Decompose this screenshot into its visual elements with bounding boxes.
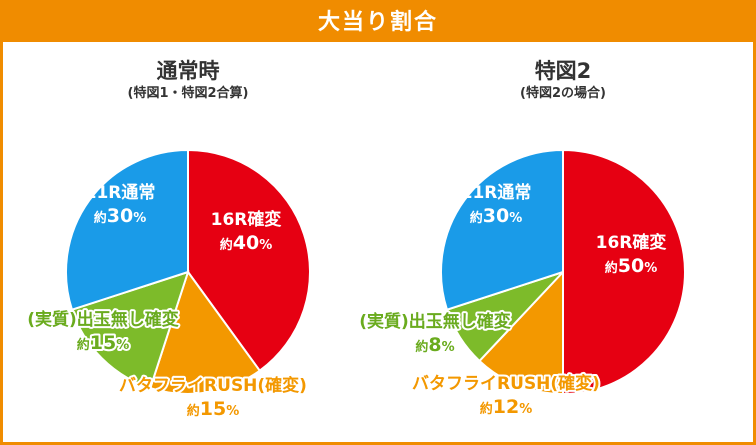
header-title: 大当り割合 xyxy=(3,3,753,42)
pie-title: 特図2 xyxy=(535,59,592,83)
slice-value: 約15% xyxy=(77,332,130,354)
slice-label: 11R通常 xyxy=(461,182,532,203)
slice-label: 16R確変 xyxy=(211,209,282,230)
pie-slice xyxy=(187,148,311,373)
pie-slice xyxy=(562,148,686,396)
slice-label: (実質)出玉無し確変 xyxy=(27,309,179,330)
slice-value: 約8% xyxy=(415,334,454,356)
pie-subtitle: (特図1・特図2合算) xyxy=(128,85,249,101)
pie-slice xyxy=(149,269,262,395)
pie-slice xyxy=(478,269,564,396)
slice-value: 約30% xyxy=(470,205,523,227)
slice-label: (実質)出玉無し確変 xyxy=(359,311,511,332)
slice-value: 約40% xyxy=(220,232,273,254)
slice-value: 約15% xyxy=(187,398,240,420)
pie-subtitle: (特図2の場合) xyxy=(520,85,606,101)
pie-chart-normal: 通常時(特図1・特図2合算)16R確変約40%バタフライRUSH(確変)約15%… xyxy=(25,59,311,422)
slice-value: 約12% xyxy=(480,396,533,418)
slice-value: 約30% xyxy=(94,205,147,227)
pie-title: 通常時 xyxy=(157,59,220,83)
slice-label: バタフライRUSH(確変) xyxy=(412,373,600,394)
pie-slice xyxy=(440,148,564,311)
slice-value: 約50% xyxy=(605,255,658,277)
slice-label: バタフライRUSH(確変) xyxy=(119,375,307,396)
pie-slice xyxy=(65,148,189,311)
slice-label: 11R通常 xyxy=(85,182,156,203)
pie-charts: 通常時(特図1・特図2合算)16R確変約40%バタフライRUSH(確変)約15%… xyxy=(25,59,686,422)
slice-label: 16R確変 xyxy=(596,232,667,253)
